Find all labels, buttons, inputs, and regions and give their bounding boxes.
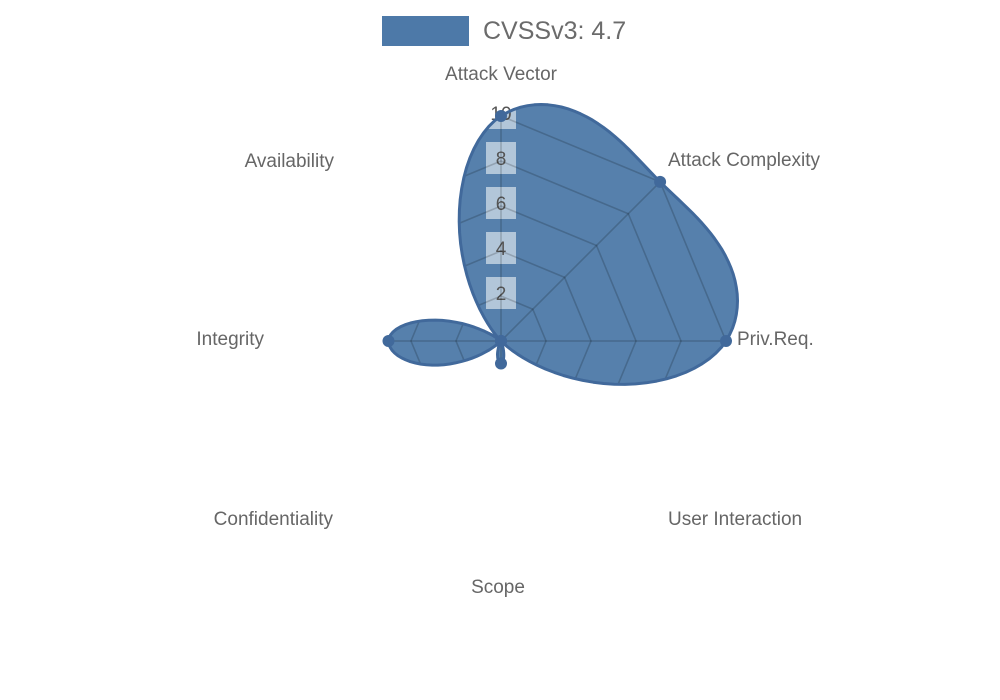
data-point-dot <box>382 335 395 347</box>
axis-label-integrity: Integrity <box>196 329 264 350</box>
data-point-dot <box>495 110 507 122</box>
axis-label-scope: Scope <box>471 577 525 598</box>
axis-label-priv-req: Priv.Req. <box>737 329 814 350</box>
data-point-dot <box>495 357 507 370</box>
radial-tick-label: 4 <box>496 239 507 260</box>
grid-spoke <box>500 181 661 342</box>
radial-tick-box <box>486 232 516 264</box>
legend-swatch <box>382 16 469 46</box>
axis-label-attack-complexity: Attack Complexity <box>668 150 821 171</box>
radial-tick-box <box>486 277 516 309</box>
data-point-dot <box>654 175 667 188</box>
axis-label-user-interaction: User Interaction <box>668 509 803 530</box>
radial-tick-label: 6 <box>496 194 507 215</box>
data-point-dot <box>720 335 732 347</box>
legend-label: CVSSv3: 4.7 <box>483 16 627 45</box>
radial-tick-box <box>486 142 516 174</box>
series-fill <box>388 104 738 385</box>
radial-tick-label: 2 <box>496 284 507 305</box>
axis-label-confidentiality: Confidentiality <box>213 509 333 530</box>
radial-tick-box <box>486 187 516 219</box>
radial-tick-label: 8 <box>496 149 507 170</box>
grid-ring <box>388 115 727 385</box>
grid-ring <box>388 160 682 385</box>
axis-label-attack-vector: Attack Vector <box>445 64 557 85</box>
axis-label-availability: Availability <box>244 151 334 172</box>
data-point-dot <box>495 335 507 347</box>
legend-item: CVSSv3: 4.7 <box>382 16 626 46</box>
